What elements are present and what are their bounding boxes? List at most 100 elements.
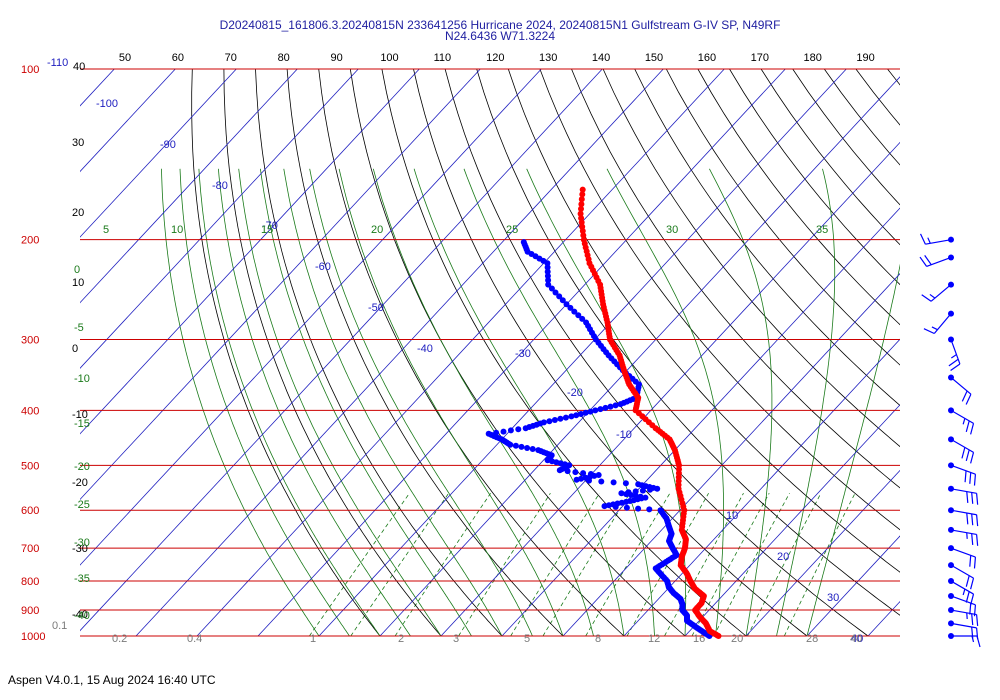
- dry-adiabat-line: [571, 69, 900, 489]
- wind-barb: [919, 254, 954, 267]
- moist-adiabat-label: -40: [74, 610, 90, 622]
- dewpoint-point: [540, 419, 547, 426]
- temperature-point: [578, 201, 585, 208]
- dry-adiabat-line: [887, 69, 900, 86]
- pressure-tick-label: 600: [21, 505, 39, 517]
- pressure-tick-label: 1000: [21, 631, 45, 643]
- moist-adiabat-line: [709, 168, 773, 636]
- moist-adiabat-line: [161, 168, 320, 636]
- moist-adiabat-label: -5: [74, 322, 84, 334]
- mixing-ratio-label: 0.2: [112, 633, 127, 645]
- dewpoint-point: [592, 407, 599, 414]
- dewpoint-point: [578, 475, 584, 482]
- top-tick-label: 110: [434, 52, 452, 64]
- pressure-tick-label: 100: [21, 64, 39, 76]
- dewpoint-point: [657, 507, 664, 514]
- mixing-ratio-line: [783, 493, 856, 636]
- moist-adiabat-label: -30: [74, 537, 90, 549]
- dewpoint-point: [612, 402, 619, 409]
- moist-adiabat-line: [776, 168, 836, 636]
- dry-adiabat-line: [507, 69, 900, 573]
- top-tick-label: 50: [119, 52, 131, 64]
- moist-adiabat-label: 30: [666, 224, 678, 236]
- dewpoint-point: [623, 504, 630, 511]
- top-axis: 50 60 70 80 90 100 110 120 130 140 150 160 170 180 190…: [47, 52, 875, 73]
- temperature-point: [578, 215, 585, 222]
- mixing-ratio-line: [350, 492, 450, 636]
- moist-adiabat-label: 0: [74, 264, 80, 276]
- left-temp-label: 20: [72, 207, 84, 219]
- isotherm-label: -20: [567, 387, 583, 399]
- dewpoint-point: [544, 273, 551, 279]
- dewpoint-point: [545, 277, 552, 284]
- isotherm-line: [562, 273, 900, 636]
- dry-adiabat-line: [792, 69, 900, 206]
- left-temp-label: 30: [72, 137, 84, 149]
- top-tick-label: 80: [278, 52, 290, 64]
- moist-adiabat-label: 10: [171, 224, 183, 236]
- dewpoint-point: [632, 492, 639, 499]
- moist-adiabat-line: [526, 168, 687, 636]
- dry-adiabat-line: [318, 69, 625, 636]
- dewpoint-point: [548, 285, 555, 292]
- dewpoint-point: [632, 488, 639, 495]
- dry-adiabat-line: [444, 69, 869, 636]
- mixing-ratio-line: [458, 492, 551, 636]
- moist-adiabat-label: -35: [74, 573, 90, 585]
- left-temp-label: -20: [72, 477, 88, 489]
- isotherms: [80, 69, 900, 636]
- isotherm-line: [80, 69, 603, 632]
- dewpoint-point: [598, 478, 605, 485]
- wind-barb: [948, 485, 979, 505]
- dewpoint-point: [642, 494, 649, 501]
- temperature-profile: [577, 186, 722, 639]
- isotherm-label: -90: [160, 139, 176, 151]
- dewpoint-point: [544, 268, 551, 275]
- dewpoint-point: [637, 493, 644, 500]
- top-tick-label: 190: [856, 52, 874, 64]
- moist-adiabat-label: 25: [506, 224, 518, 236]
- wind-barb: [948, 526, 979, 546]
- dewpoint-point: [507, 427, 514, 434]
- moist-adiabat-label: -10: [74, 373, 90, 385]
- isotherm-line: [318, 69, 847, 636]
- isotherm-line: [80, 69, 359, 369]
- wind-barb: [948, 507, 979, 527]
- isotherm-label: -80: [212, 180, 228, 192]
- pressure-tick-label: 700: [21, 543, 39, 555]
- left-temp-label: 0: [72, 343, 78, 355]
- dewpoint-point: [595, 472, 602, 478]
- moist-adiabat-line: [806, 263, 900, 636]
- top-tick-label: 120: [486, 52, 504, 64]
- mixing-ratio-label: 28: [806, 633, 818, 645]
- top-tick-label: 150: [645, 52, 663, 64]
- mixing-ratio-label: 2: [398, 633, 404, 645]
- top-tick-label: 180: [804, 52, 822, 64]
- left-temp-label: -40: [72, 609, 88, 621]
- wind-barb: [948, 578, 975, 606]
- mixing-ratio-lines: [309, 492, 856, 636]
- dewpoint-point: [607, 403, 614, 410]
- dewpoint-point: [556, 293, 563, 300]
- dewpoint-point: [573, 412, 580, 419]
- isotherm-line: [196, 69, 725, 636]
- isotherm-label: 20: [777, 551, 789, 563]
- wind-barb: [948, 374, 972, 405]
- dewpoint-point: [625, 489, 632, 496]
- top-tick-label: 60: [172, 52, 184, 64]
- wind-barb: [948, 462, 977, 486]
- isotherm-line: [80, 69, 115, 107]
- dry-adiabats: [191, 69, 900, 636]
- mixing-ratio-line: [510, 492, 600, 636]
- moist-adiabat-label: -20: [74, 461, 90, 473]
- dewpoint-point: [512, 442, 519, 449]
- isotherm-line: [440, 141, 900, 636]
- dewpoint-point: [618, 490, 625, 497]
- mixing-ratio-label: 40: [850, 633, 862, 645]
- isotherm-line: [684, 404, 900, 636]
- isotherm-label: -30: [515, 348, 531, 360]
- isotherm-line: [80, 69, 481, 501]
- moist-adiabat-label: -25: [74, 499, 90, 511]
